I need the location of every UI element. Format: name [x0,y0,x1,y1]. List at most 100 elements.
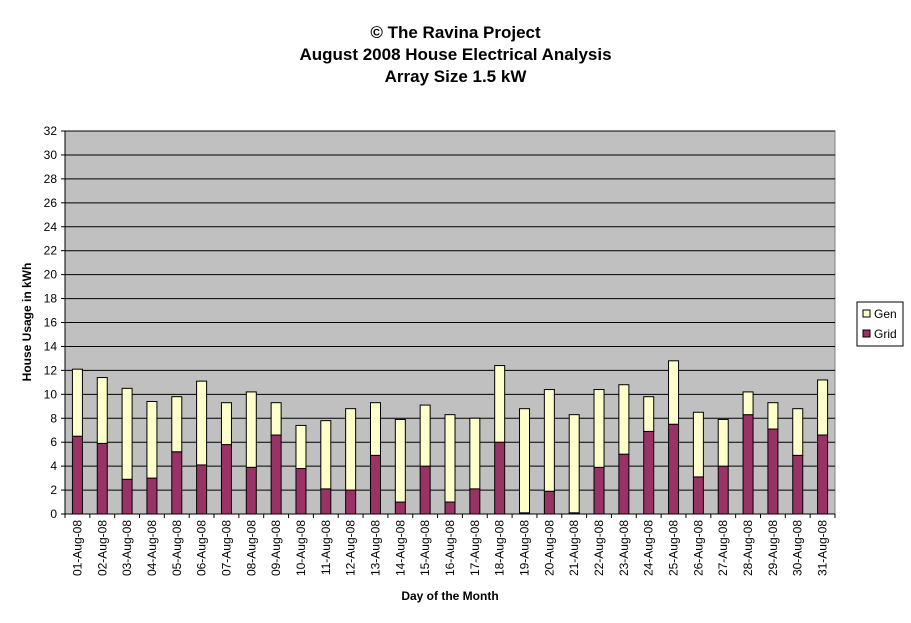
bar-gen [643,396,655,432]
bar-grid [146,477,158,515]
bar-gen [469,417,481,490]
bar-grid [543,490,555,515]
bar-grid [469,488,481,515]
bar-gen [196,380,208,466]
x-tick-label: 10-Aug-08 [294,520,308,576]
bar-gen [96,377,108,444]
x-tick-label: 03-Aug-08 [120,520,134,576]
bar-gen [519,408,531,514]
chart-title-line-3: Array Size 1.5 kW [384,67,527,86]
x-tick-label: 07-Aug-08 [219,520,233,576]
bar-gen [369,402,381,456]
bar-gen [668,360,680,425]
x-tick-label: 12-Aug-08 [344,520,358,576]
bar-gen [121,387,133,480]
y-tick-label: 30 [44,148,58,162]
x-tick-label: 08-Aug-08 [244,520,258,576]
x-tick-label: 30-Aug-08 [791,520,805,576]
bar-grid [295,468,307,515]
bar-grid [817,434,829,515]
x-tick-label: 15-Aug-08 [418,520,432,576]
x-tick-label: 20-Aug-08 [542,520,556,576]
bar-gen [717,418,729,467]
legend-box [856,301,904,347]
x-tick-label: 26-Aug-08 [691,520,705,576]
x-tick-label: 27-Aug-08 [716,520,730,576]
bar-grid [171,451,183,515]
chart-title-line-2: August 2008 House Electrical Analysis [299,45,612,64]
chart-title-line-1: © The Ravina Project [370,23,541,42]
gridlines [65,130,835,491]
bar-gen [568,414,580,514]
y-tick-label: 20 [44,268,58,282]
bar-gen [295,424,307,470]
legend-label-gen: Gen [874,307,897,321]
bar-grid [71,435,83,515]
x-tick-label: 06-Aug-08 [195,520,209,576]
x-tick-label: 18-Aug-08 [493,520,507,576]
bar-grid [767,428,779,515]
bar-grid [394,501,406,515]
y-tick-label: 0 [50,507,57,521]
bar-grid [121,478,133,515]
bar-grid [270,434,282,515]
bar-gen [419,404,431,467]
x-tick-label: 29-Aug-08 [766,520,780,576]
y-tick-label: 22 [44,244,58,258]
bar-grid [96,442,108,515]
legend: Gen Grid [856,301,904,347]
y-tick-label: 26 [44,196,58,210]
bar-grid [369,454,381,515]
bar-gen [394,418,406,503]
y-tick-label: 8 [50,411,57,425]
bar-gen [543,389,555,492]
bar-grid [717,465,729,515]
y-tick-label: 28 [44,172,58,186]
bar-gen [171,396,183,453]
x-axis-ticks: 01-Aug-08 02-Aug-08 03-Aug-08 04-Aug-08 05-A… [64,514,836,576]
x-tick-label: 14-Aug-08 [393,520,407,576]
y-tick-label: 6 [50,435,57,449]
bar-gen [494,365,506,443]
y-tick-label: 18 [44,292,58,306]
bar-gen [767,402,779,430]
bar-grid [419,465,431,515]
y-tick-label: 10 [44,387,58,401]
bar-gen [792,408,804,456]
bar-gen [71,368,83,437]
x-tick-label: 02-Aug-08 [95,520,109,576]
bar-grid [444,501,456,515]
bar-gen [593,389,605,468]
x-tick-label: 21-Aug-08 [567,520,581,576]
bar-grid [692,476,704,515]
bar-grid [220,444,232,515]
x-tick-label: 17-Aug-08 [468,520,482,576]
bar-gen [742,391,754,416]
y-tick-label: 14 [44,339,58,353]
bar-gen [817,379,829,436]
y-tick-label: 12 [44,363,58,377]
x-tick-label: 01-Aug-08 [70,520,84,576]
bar-grid [618,453,630,515]
x-tick-label: 25-Aug-08 [667,520,681,576]
bar-grid [668,423,680,515]
y-axis-title: House Usage in kWh [20,263,34,382]
x-axis-title: Day of the Month [401,589,498,603]
bars [71,360,829,515]
chart-title: © The Ravina Project August 2008 House E… [0,22,911,88]
bar-grid [792,454,804,515]
x-tick-label: 24-Aug-08 [642,520,656,576]
legend-label-grid: Grid [874,327,897,341]
bar-grid [345,489,357,515]
bar-grid [196,464,208,515]
legend-swatch-gen [862,309,871,318]
bar-gen [345,408,357,491]
x-tick-label: 05-Aug-08 [170,520,184,576]
y-tick-label: 2 [50,483,57,497]
bar-gen [444,414,456,503]
y-tick-label: 24 [44,220,58,234]
bar-gen [146,400,158,479]
y-tick-label: 32 [44,124,58,138]
